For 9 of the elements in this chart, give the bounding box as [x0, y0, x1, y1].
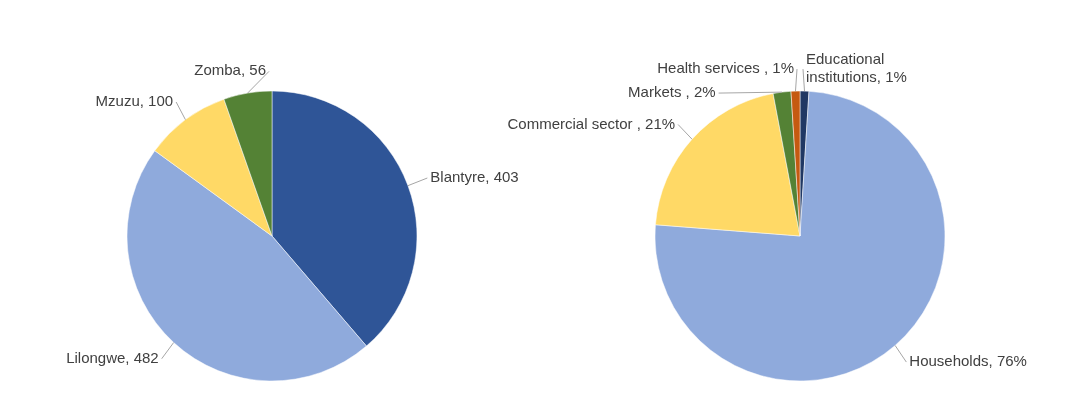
slice-label: Households, 76% [909, 352, 1027, 370]
slice-label: Markets , 2% [628, 83, 716, 101]
slice-label: Lilongwe, 482 [66, 348, 159, 366]
slice-label: Health services , 1% [657, 59, 794, 77]
slice-label: Commercial sector , 21% [507, 114, 676, 132]
slice-label: Zomba, 56 [194, 61, 266, 79]
slice-label: Educational institutions, 1% [806, 50, 907, 86]
slice-label: Blantyre, 403 [430, 168, 519, 186]
slice-label: Mzuzu, 100 [95, 92, 174, 110]
